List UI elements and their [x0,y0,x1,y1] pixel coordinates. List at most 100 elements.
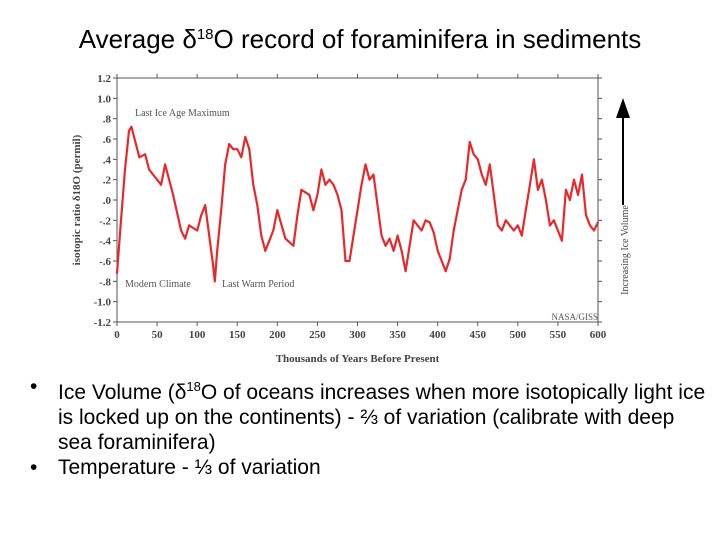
data-point [256,204,259,207]
x-tick-label: 550 [550,329,567,341]
data-point [452,229,455,232]
y-tick-label: 1.0 [97,93,111,105]
data-point [312,209,315,212]
data-point [296,214,299,217]
data-point [388,237,391,240]
x-tick-label: 350 [389,329,406,341]
slide-title: Average δ18O record of foraminifera in s… [0,24,720,55]
data-point [436,249,439,252]
data-point [352,234,355,237]
data-point [184,237,187,240]
data-point [516,224,519,227]
data-point [300,188,303,191]
data-point [196,229,199,232]
data-point [356,209,359,212]
data-point [292,244,295,247]
data-point [320,168,323,171]
data-point [408,244,411,247]
data-point [144,153,147,156]
data-point [316,193,319,196]
d18o-chart: 1.2 1.0 .8 .6 .4 .2 .0 -.2 -.4 -.6 -.8 -1.0 -1.20 50 1… [71,73,631,365]
y-tick-label: 1.2 [97,73,111,85]
data-point [130,125,133,128]
data-point [540,178,543,181]
data-point [332,183,335,186]
data-point [160,183,163,186]
data-point [264,249,267,252]
data-point [284,237,287,240]
x-tick-label: 150 [229,329,246,341]
bullet-dot: • [30,375,38,398]
y-axis-label: isotopic ratio δ18O (permil) [71,134,83,265]
data-point [524,209,527,212]
data-point [456,209,459,212]
data-point [212,265,215,268]
x-tick-label: 400 [429,329,446,341]
data-point [528,183,531,186]
data-point [556,229,559,232]
data-point [492,193,495,196]
y-tick-label: -1.0 [94,297,112,309]
annotation-modern-climate: Modern Climate [125,279,191,290]
data-point [400,249,403,252]
data-point [340,209,343,212]
data-point [272,229,275,232]
data-point [308,193,311,196]
y-tick-label: .4 [103,154,112,166]
bullet-temperature: • Temperature - ⅓ of variation [30,455,710,480]
data-point [164,163,167,166]
data-point [252,183,255,186]
y-tick-label: -.6 [99,256,111,268]
ice-volume-arrow-label: Increasing Ice Volume [620,205,631,295]
ice-volume-arrow-head [616,98,630,118]
data-point [520,234,523,237]
data-point [188,224,191,227]
data-point [548,224,551,227]
y-tick-label: .8 [103,114,112,126]
y-tick-label: -.2 [99,215,111,227]
data-point [496,224,499,227]
data-point [344,260,347,262]
y-tick-label: -.8 [99,276,111,288]
data-point [124,168,127,171]
slide-title-suffix: O record of foraminifera in sediments [213,24,642,54]
data-point [120,219,123,222]
data-point [244,135,247,138]
slide-title-sup: 18 [196,26,214,43]
x-tick-label: 450 [470,329,487,341]
data-point [324,183,327,186]
data-point [392,249,395,252]
data-point [360,183,363,186]
data-point [133,138,136,140]
data-point [472,153,475,156]
bullet-dot: • [30,456,38,479]
data-point [364,163,367,166]
data-point [568,199,571,201]
data-point [500,229,503,232]
data-point [544,199,547,201]
data-point [240,156,243,159]
data-point [468,141,471,144]
data-point [224,163,227,166]
data-point [592,229,595,232]
data-point [464,178,467,181]
data-point [368,178,371,181]
data-point [148,168,151,171]
data-point [512,229,515,232]
data-point [396,234,399,237]
slide-title-prefix: Average δ [78,24,197,54]
data-point [488,163,491,166]
data-point [213,280,216,283]
data-point [228,143,231,146]
data-point [584,214,587,217]
data-point [128,129,131,132]
data-point [248,148,251,151]
data-point [504,219,507,222]
data-point [376,204,379,207]
data-point [476,158,479,161]
data-point [216,249,219,252]
data-point [532,158,535,161]
data-point [200,214,203,217]
x-tick-label: 50 [152,329,164,341]
data-point [588,224,591,227]
